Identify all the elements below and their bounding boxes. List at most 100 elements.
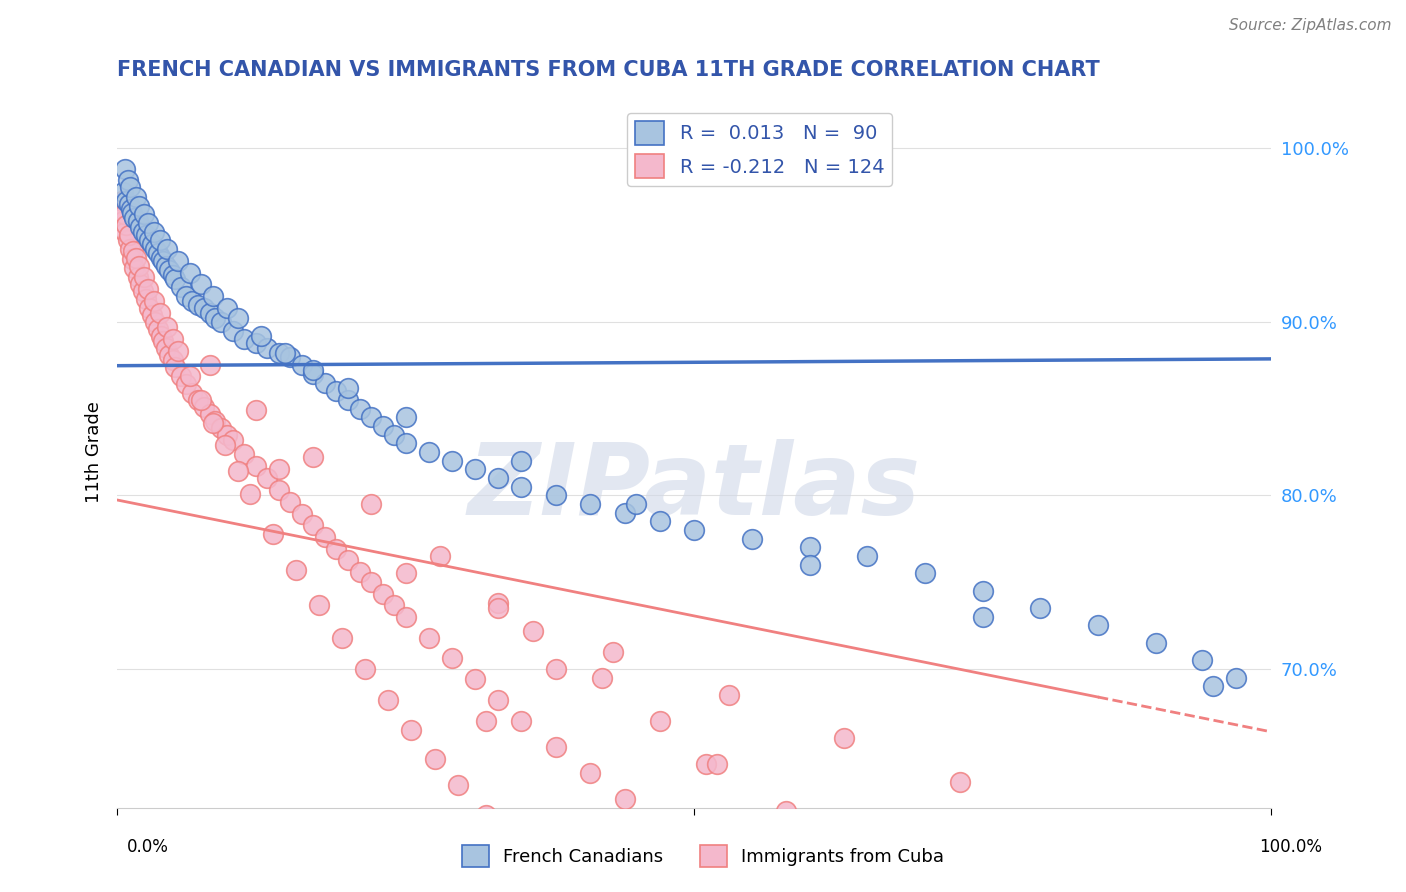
- Point: [157, 348, 180, 362]
- Point: [544, 662, 567, 676]
- Point: [291, 508, 314, 522]
- Point: [325, 542, 347, 557]
- Point: [190, 277, 212, 291]
- Point: [250, 328, 273, 343]
- Point: [354, 662, 377, 676]
- Point: [162, 353, 184, 368]
- Point: [138, 301, 160, 315]
- Point: [169, 368, 191, 383]
- Point: [155, 341, 177, 355]
- Point: [198, 306, 221, 320]
- Y-axis label: 11th Grade: 11th Grade: [86, 401, 103, 503]
- Point: [115, 218, 138, 232]
- Point: [395, 410, 418, 425]
- Point: [382, 598, 405, 612]
- Point: [179, 266, 201, 280]
- Point: [544, 870, 567, 884]
- Point: [124, 261, 146, 276]
- Point: [278, 350, 301, 364]
- Point: [879, 861, 901, 875]
- Point: [1087, 618, 1109, 632]
- Point: [146, 322, 169, 336]
- Point: [579, 497, 602, 511]
- Point: [695, 757, 717, 772]
- Point: [371, 587, 394, 601]
- Point: [193, 400, 215, 414]
- Point: [157, 263, 180, 277]
- Point: [155, 260, 177, 274]
- Point: [401, 723, 423, 737]
- Point: [440, 453, 463, 467]
- Point: [127, 214, 149, 228]
- Point: [233, 447, 256, 461]
- Point: [856, 549, 879, 563]
- Point: [613, 506, 636, 520]
- Point: [114, 162, 136, 177]
- Point: [475, 714, 498, 728]
- Point: [832, 731, 855, 746]
- Point: [122, 244, 145, 258]
- Point: [440, 651, 463, 665]
- Point: [475, 807, 498, 822]
- Point: [706, 757, 728, 772]
- Text: Source: ZipAtlas.com: Source: ZipAtlas.com: [1229, 18, 1392, 33]
- Point: [336, 381, 359, 395]
- Point: [128, 199, 150, 213]
- Point: [464, 462, 486, 476]
- Point: [683, 523, 706, 537]
- Point: [117, 172, 139, 186]
- Point: [262, 526, 284, 541]
- Point: [121, 205, 143, 219]
- Point: [141, 236, 163, 251]
- Point: [163, 359, 186, 374]
- Point: [141, 308, 163, 322]
- Point: [325, 384, 347, 399]
- Point: [110, 202, 132, 217]
- Point: [1225, 671, 1247, 685]
- Point: [152, 254, 174, 268]
- Point: [683, 844, 706, 858]
- Point: [112, 207, 135, 221]
- Point: [179, 368, 201, 383]
- Point: [167, 344, 190, 359]
- Point: [349, 565, 371, 579]
- Point: [124, 211, 146, 225]
- Point: [308, 598, 330, 612]
- Point: [1202, 679, 1225, 693]
- Point: [278, 495, 301, 509]
- Point: [544, 739, 567, 754]
- Point: [330, 631, 353, 645]
- Point: [118, 179, 141, 194]
- Point: [845, 853, 868, 867]
- Point: [152, 334, 174, 348]
- Point: [648, 818, 671, 832]
- Point: [371, 419, 394, 434]
- Point: [121, 252, 143, 267]
- Point: [486, 693, 509, 707]
- Point: [201, 416, 224, 430]
- Point: [302, 517, 325, 532]
- Point: [143, 294, 166, 309]
- Point: [446, 778, 468, 792]
- Point: [273, 346, 295, 360]
- Point: [948, 774, 970, 789]
- Point: [741, 879, 763, 892]
- Point: [169, 280, 191, 294]
- Point: [336, 552, 359, 566]
- Point: [214, 438, 236, 452]
- Point: [267, 483, 290, 498]
- Point: [291, 359, 314, 373]
- Point: [176, 377, 198, 392]
- Point: [111, 194, 134, 208]
- Point: [118, 228, 141, 243]
- Point: [187, 297, 209, 311]
- Point: [150, 251, 173, 265]
- Point: [418, 445, 440, 459]
- Point: [775, 804, 797, 818]
- Point: [972, 583, 994, 598]
- Point: [176, 289, 198, 303]
- Point: [114, 225, 136, 239]
- Point: [522, 624, 544, 638]
- Point: [267, 346, 290, 360]
- Point: [799, 541, 821, 555]
